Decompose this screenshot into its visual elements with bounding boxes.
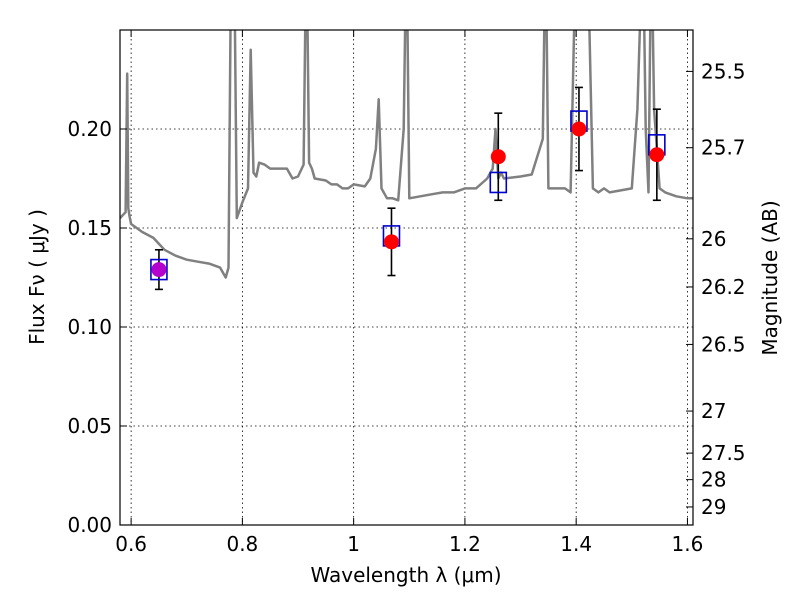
mag-tick-label: 29 <box>701 495 726 519</box>
mag-tick-label: 25.7 <box>701 136 746 160</box>
model-square <box>150 258 168 281</box>
spectrum <box>120 30 693 279</box>
mag-tick-label: 26.2 <box>701 275 746 299</box>
mag-tick-label: 25.5 <box>701 59 746 83</box>
x-tick-label: 1.6 <box>672 532 704 556</box>
mag-tick-label: 26.5 <box>701 332 746 356</box>
x-tick-label: 0.6 <box>115 532 147 556</box>
x-axis-label: Wavelength λ (μm) <box>310 563 501 587</box>
mag-tick-label: 28 <box>701 468 726 492</box>
plot-frame <box>119 29 694 526</box>
observed-point <box>383 234 399 250</box>
x-tick-label: 1.4 <box>560 532 592 556</box>
axes: 0.6 0.8 1 1.2 1.4 1.6 0.00 0.05 0.10 0.15 0.20 25.5… <box>67 30 746 556</box>
x-tick-label: 0.8 <box>226 532 258 556</box>
mag-tick-label: 27 <box>701 399 726 423</box>
observed-point <box>571 121 587 137</box>
y-tick-label: 0.10 <box>67 315 112 339</box>
observed-point <box>490 149 506 165</box>
y-axis-label: Flux Fν ( μJy ) <box>25 209 49 345</box>
y2-axis-label: Magnitude (AB) <box>758 200 782 355</box>
spectrum-line <box>120 30 693 279</box>
y-tick-label: 0.15 <box>67 216 112 240</box>
observed-point <box>649 147 665 163</box>
observed-point <box>151 262 167 278</box>
x-tick-label: 1.2 <box>449 532 481 556</box>
x-tick-label: 1 <box>347 532 360 556</box>
model-square <box>489 171 508 194</box>
data-points <box>150 110 666 281</box>
mag-tick-label: 27.5 <box>701 441 746 465</box>
y-tick-label: 0.20 <box>67 117 112 141</box>
y-tick-label: 0.05 <box>67 414 112 438</box>
grid <box>120 30 693 526</box>
y-tick-label: 0.00 <box>67 513 112 537</box>
mag-tick-label: 26 <box>701 227 726 251</box>
